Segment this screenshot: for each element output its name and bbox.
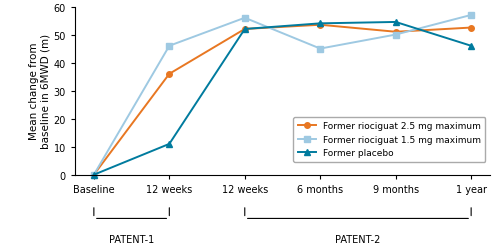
Line: Former riociguat 2.5 mg maximum: Former riociguat 2.5 mg maximum: [91, 23, 474, 178]
Former placebo: [317, 23, 323, 26]
Line: Former placebo: Former placebo: [90, 20, 474, 178]
Former placebo: [468, 45, 474, 48]
Text: PATENT-2: PATENT-2: [336, 234, 380, 243]
Former riociguat 1.5 mg maximum: [242, 17, 248, 20]
Former riociguat 2.5 mg maximum: [242, 28, 248, 31]
Former riociguat 1.5 mg maximum: [392, 34, 398, 37]
Former placebo: [392, 21, 398, 24]
Text: PATENT-1: PATENT-1: [109, 234, 154, 243]
Former riociguat 1.5 mg maximum: [317, 48, 323, 51]
Former riociguat 2.5 mg maximum: [91, 174, 97, 176]
Legend: Former riociguat 2.5 mg maximum, Former riociguat 1.5 mg maximum, Former placebo: Former riociguat 2.5 mg maximum, Former …: [293, 117, 486, 162]
Former placebo: [242, 28, 248, 31]
Former placebo: [166, 143, 172, 146]
Former placebo: [91, 174, 97, 176]
Former riociguat 2.5 mg maximum: [468, 27, 474, 30]
Former riociguat 1.5 mg maximum: [91, 174, 97, 176]
Former riociguat 2.5 mg maximum: [317, 24, 323, 27]
Former riociguat 2.5 mg maximum: [392, 31, 398, 34]
Former riociguat 1.5 mg maximum: [166, 45, 172, 48]
Former riociguat 1.5 mg maximum: [468, 14, 474, 17]
Line: Former riociguat 1.5 mg maximum: Former riociguat 1.5 mg maximum: [91, 13, 474, 178]
Y-axis label: Mean change from
baseline in 6MWD (m): Mean change from baseline in 6MWD (m): [29, 34, 51, 148]
Former riociguat 2.5 mg maximum: [166, 73, 172, 76]
